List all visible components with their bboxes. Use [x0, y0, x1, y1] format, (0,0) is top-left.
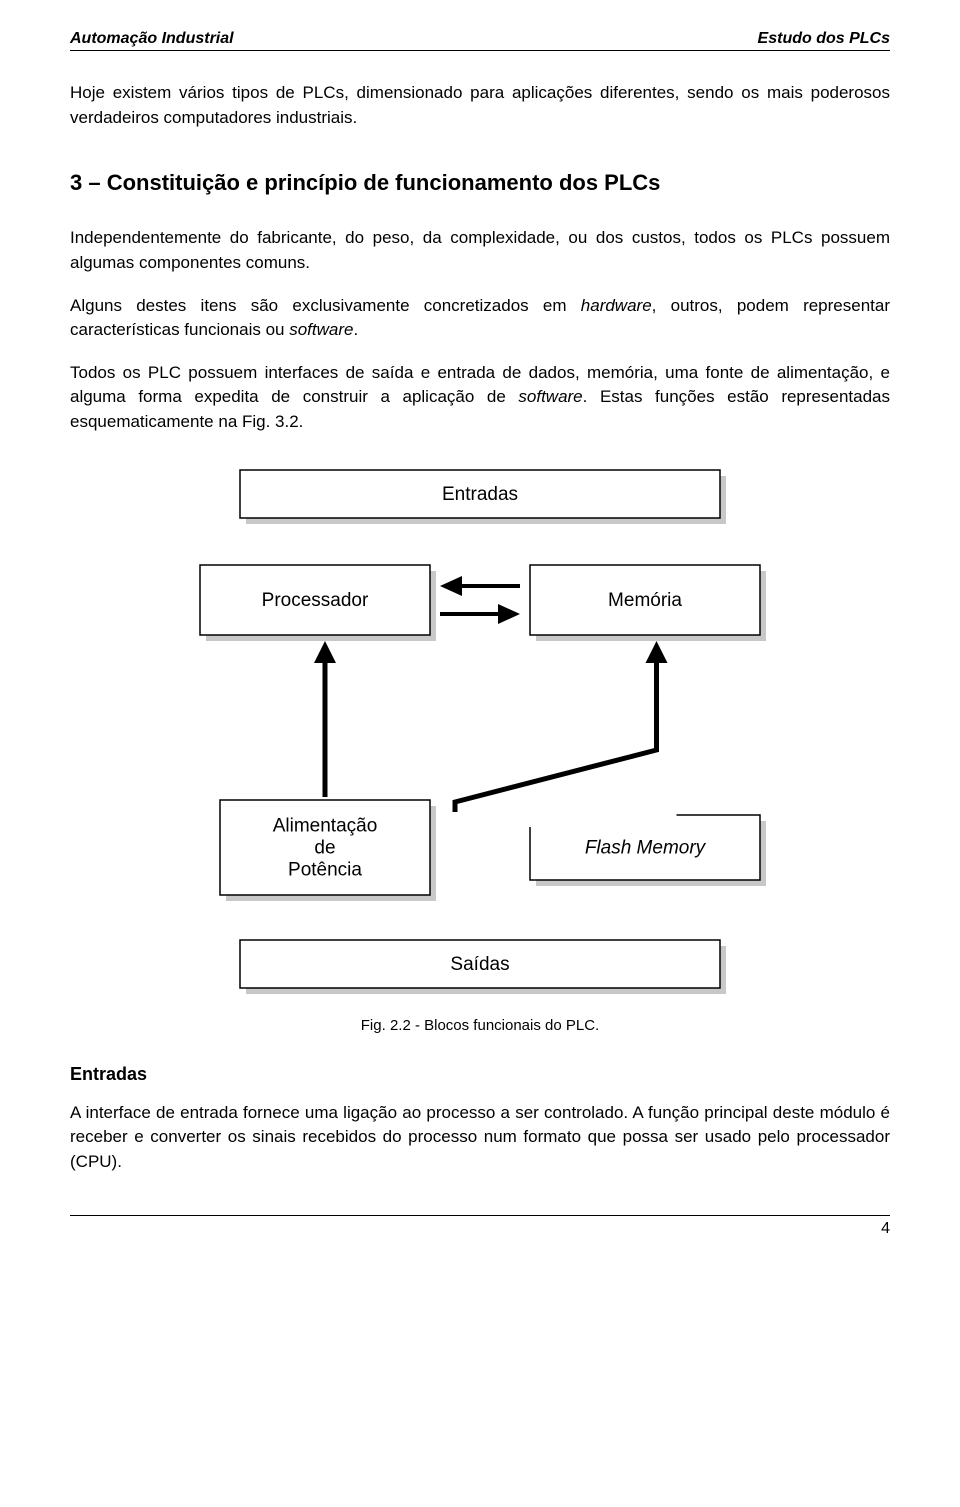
header-rule — [70, 50, 890, 51]
paragraph-2: Alguns destes itens são exclusivamente c… — [70, 294, 890, 343]
header-right: Estudo dos PLCs — [758, 30, 890, 48]
footer-rule — [70, 1215, 890, 1216]
svg-text:Alimentação: Alimentação — [273, 815, 378, 836]
svg-text:Processador: Processador — [262, 590, 369, 611]
header-left: Automação Industrial — [70, 30, 234, 48]
figure-caption: Fig. 2.2 - Blocos funcionais do PLC. — [70, 1017, 890, 1034]
plc-block-diagram: Entradas Processador Memória AlimentaçãodeP… — [160, 460, 800, 1005]
para2-text-c: . — [353, 320, 358, 339]
svg-text:Potência: Potência — [288, 859, 362, 880]
para2-hardware: hardware — [581, 296, 652, 315]
svg-text:Entradas: Entradas — [442, 484, 518, 505]
svg-text:Saídas: Saídas — [450, 954, 509, 975]
svg-text:de: de — [314, 837, 335, 858]
intro-paragraph: Hoje existem vários tipos de PLCs, dimen… — [70, 81, 890, 130]
svg-text:Memória: Memória — [608, 590, 682, 611]
paragraph-3: Todos os PLC possuem interfaces de saída… — [70, 361, 890, 435]
paragraph-1: Independentemente do fabricante, do peso… — [70, 226, 890, 275]
para2-software: software — [289, 320, 353, 339]
section-title: 3 – Constituição e princípio de funciona… — [70, 170, 890, 196]
para3-software: software — [518, 387, 582, 406]
svg-text:Flash Memory: Flash Memory — [585, 837, 707, 858]
page-number: 4 — [70, 1220, 890, 1238]
para2-text-a: Alguns destes itens são exclusivamente c… — [70, 296, 581, 315]
page-header: Automação Industrial Estudo dos PLCs — [70, 30, 890, 50]
paragraph-4: A interface de entrada fornece uma ligaç… — [70, 1101, 890, 1175]
sub-heading-entradas: Entradas — [70, 1064, 890, 1085]
